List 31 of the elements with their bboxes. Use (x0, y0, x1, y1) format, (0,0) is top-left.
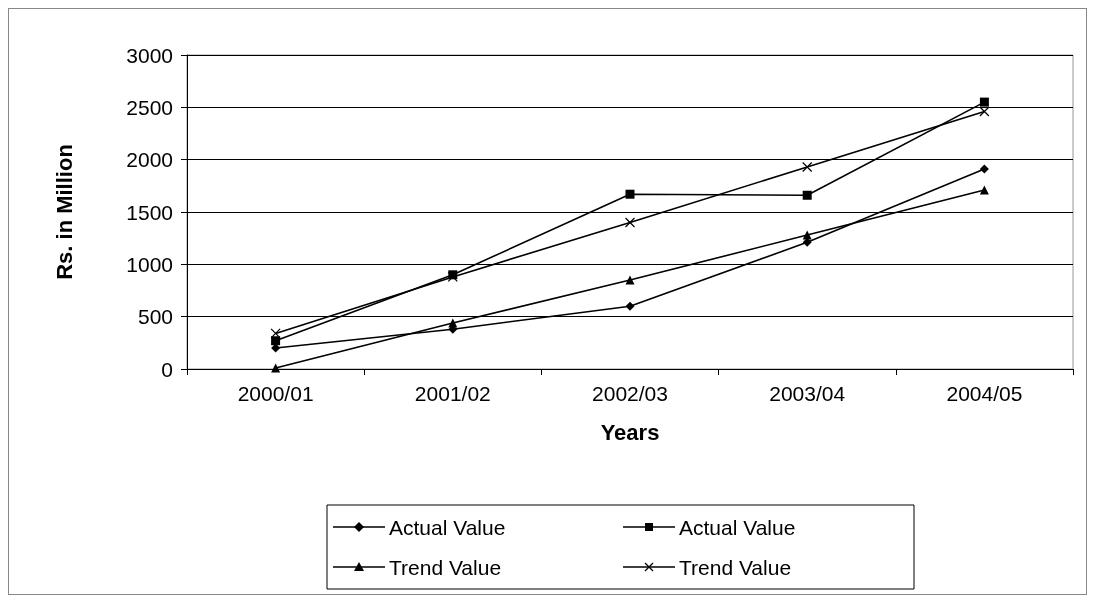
legend-label: Trend Value (679, 555, 792, 579)
x-tick-label: 2001/02 (414, 382, 491, 405)
y-tick-label: 500 (137, 305, 173, 329)
y-tick-label: 2500 (126, 95, 173, 119)
x-axis-title: Years (600, 419, 660, 445)
legend-label: Actual Value (389, 515, 506, 539)
point (625, 275, 635, 285)
y-tick-label: 0 (161, 357, 173, 381)
point (979, 164, 989, 174)
point (270, 328, 281, 339)
point (979, 106, 990, 117)
point (625, 189, 635, 199)
y-tick-label: 2000 (126, 148, 173, 172)
y-tick-label: 1000 (126, 252, 173, 276)
point (979, 97, 989, 107)
x-tick-label: 2000/01 (237, 382, 314, 405)
point (802, 230, 812, 240)
point (802, 190, 812, 200)
legend-label: Actual Value (679, 515, 796, 539)
legend-label: Trend Value (389, 555, 502, 579)
point (802, 161, 813, 173)
x-tick-label: 2002/03 (592, 382, 668, 405)
x-tick-label: 2003/04 (769, 382, 846, 405)
y-axis-title: Rs. in Million (51, 144, 77, 280)
y-tick-label: 1500 (126, 200, 173, 224)
x-tick-label: 2004/05 (946, 382, 1023, 405)
point (625, 301, 635, 311)
point (271, 336, 281, 346)
point (624, 217, 636, 228)
y-tick-label: 3000 (126, 43, 173, 67)
point (979, 185, 989, 195)
